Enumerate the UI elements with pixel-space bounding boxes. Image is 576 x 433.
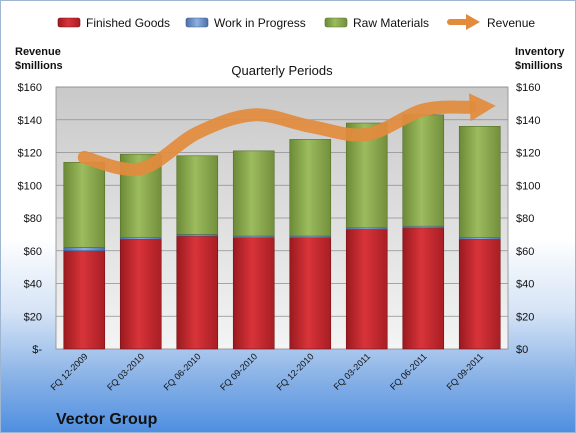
x-tick-label-1: FQ 03-2010: [105, 351, 146, 392]
left-tick-label-160: $160: [18, 82, 42, 94]
right-tick-label-120: $120: [516, 148, 540, 160]
legend-label-finished-goods: Finished Goods: [86, 16, 170, 30]
bar-finished-goods-0: [63, 250, 106, 350]
right-tick-label-60: $60: [516, 246, 534, 258]
x-tick-label-3: FQ 09-2010: [218, 351, 259, 392]
bar-finished-goods-1: [119, 238, 162, 350]
bar-finished-goods-7: [458, 238, 501, 350]
right-axis-title-line1: Inventory: [515, 46, 565, 58]
bar-finished-goods-3: [232, 237, 275, 350]
bar-raw-materials-6: [402, 114, 445, 227]
x-tick-label-2: FQ 06-2010: [162, 351, 203, 392]
bar-finished-goods-5: [345, 229, 388, 350]
right-axis-title-line2: $millions: [515, 60, 563, 72]
right-axis: $0 $20 $40 $60 $80 $100 $120 $140 $160: [516, 82, 540, 356]
x-tick-label-4: FQ 12-2010: [275, 351, 316, 392]
x-tick-label-5: FQ 03-2011: [332, 351, 373, 392]
bars: [63, 114, 501, 350]
legend-label-work-in-progress: Work in Progress: [214, 16, 306, 30]
bar-finished-goods-6: [402, 227, 445, 350]
left-tick-label-20: $20: [24, 311, 42, 323]
legend-swatch-work-in-progress: [185, 17, 209, 28]
right-tick-label-40: $40: [516, 279, 534, 291]
left-tick-label-40: $40: [24, 279, 42, 291]
legend: Finished Goods Work in Progress Raw Mate…: [57, 14, 535, 30]
x-tick-label-0: FQ 12-2009: [49, 351, 90, 392]
legend-swatch-raw-materials: [324, 17, 348, 28]
bar-raw-materials-7: [458, 126, 501, 238]
left-tick-label-0: $-: [32, 344, 42, 356]
legend-label-revenue: Revenue: [487, 16, 535, 30]
legend-swatch-finished-goods: [57, 17, 81, 28]
right-tick-label-100: $100: [516, 180, 540, 192]
left-tick-label-140: $140: [18, 115, 42, 127]
left-tick-label-80: $80: [24, 213, 42, 225]
x-tick-label-7: FQ 09-2011: [445, 351, 486, 392]
left-tick-label-120: $120: [18, 148, 42, 160]
bar-raw-materials-3: [232, 150, 275, 237]
bar-raw-materials-0: [63, 162, 106, 248]
revenue-line: [77, 100, 477, 177]
revenue-arrowhead: [468, 93, 496, 122]
right-tick-label-160: $160: [516, 82, 540, 94]
left-axis-title-line1: Revenue: [15, 46, 61, 58]
bar-raw-materials-4: [289, 139, 332, 237]
right-tick-label-140: $140: [516, 115, 540, 127]
company-name: Vector Group: [56, 411, 158, 428]
left-tick-label-100: $100: [18, 180, 42, 192]
bar-raw-materials-2: [176, 155, 219, 235]
revenue-series: [77, 93, 496, 177]
legend-swatch-revenue: [447, 14, 480, 30]
right-tick-label-80: $80: [516, 213, 534, 225]
left-tick-label-60: $60: [24, 246, 42, 258]
bar-finished-goods-2: [176, 235, 219, 350]
right-tick-label-0: $0: [516, 344, 528, 356]
right-tick-label-20: $20: [516, 311, 534, 323]
left-axis-title-line2: $millions: [15, 60, 63, 72]
left-axis: $- $20 $40 $60 $80 $100 $120 $140 $160: [18, 82, 43, 356]
bar-work-in-progress-0: [63, 247, 106, 252]
chart-subtitle: Quarterly Periods: [231, 63, 333, 78]
x-axis: FQ 12-2009 FQ 03-2010 FQ 06-2010 FQ 09-2010…: [49, 351, 486, 392]
x-tick-label-6: FQ 06-2011: [388, 351, 429, 392]
legend-label-raw-materials: Raw Materials: [353, 16, 429, 30]
bar-finished-goods-4: [289, 237, 332, 350]
